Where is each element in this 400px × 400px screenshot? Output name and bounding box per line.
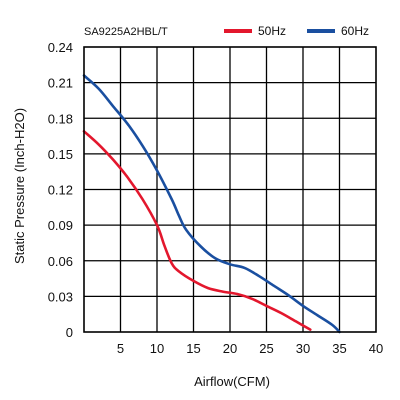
x-tick-label: 35 [332, 341, 346, 356]
plot-frame [83, 46, 377, 333]
x-tick-label: 30 [296, 341, 310, 356]
series-layer [82, 74, 341, 334]
series-line-50hz [82, 130, 312, 331]
x-axis-title: Airflow(CFM) [194, 374, 270, 389]
series-line-60hz [82, 74, 341, 334]
x-tick-label: 20 [223, 341, 237, 356]
x-tick-label: 40 [369, 341, 383, 356]
x-tick-label: 15 [186, 341, 200, 356]
x-tick-label: 10 [150, 341, 164, 356]
y-tick-label: 0.03 [48, 289, 73, 304]
y-axis-title: Static Pressure (Inch-H2O) [12, 108, 27, 264]
y-tick-label: 0.12 [48, 183, 73, 198]
y-tick-label: 0.15 [48, 147, 73, 162]
y-tick-label: 0.21 [48, 76, 73, 91]
y-tick-label: 0.18 [48, 111, 73, 126]
x-tick-label: 5 [117, 341, 124, 356]
grid-layer [84, 47, 376, 332]
tick-label-layer: 5 10 15 20 25 30 35 40 0 0.03 0.06 0.09 0.12 0.15 0.18… [48, 40, 384, 356]
chart-title: SA9225A2HBL/T [84, 26, 168, 38]
legend-label-60hz: 60Hz [341, 24, 369, 38]
legend-label-50hz: 50Hz [258, 24, 286, 38]
legend: 50Hz 60Hz [224, 24, 369, 38]
y-tick-label: 0.24 [48, 40, 73, 55]
x-tick-label: 25 [259, 341, 273, 356]
y-tick-label: 0.09 [48, 218, 73, 233]
y-tick-label: 0 [66, 325, 73, 340]
y-tick-label: 0.06 [48, 254, 73, 269]
